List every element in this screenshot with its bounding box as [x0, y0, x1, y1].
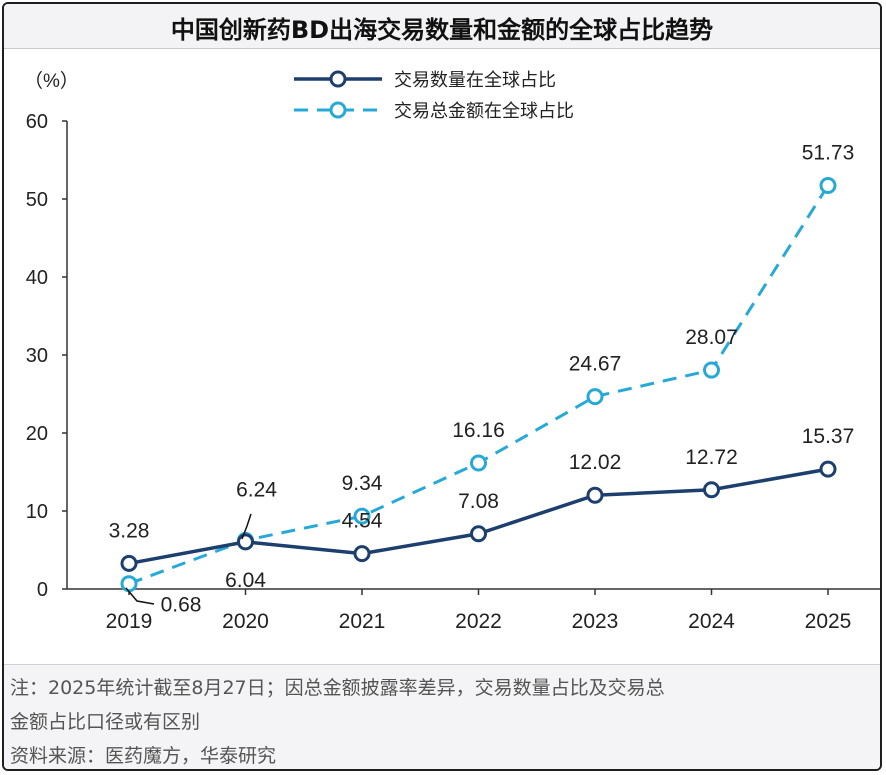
source-line: 资料来源：医药魔方，华泰研究 — [10, 745, 277, 767]
data-label-amount-2021: 9.34 — [342, 472, 383, 495]
y-tick-label: 50 — [26, 189, 48, 211]
data-label-count-2022: 7.08 — [458, 490, 499, 513]
data-label-amount-2025: 51.73 — [802, 142, 855, 165]
marker-amount-2021 — [353, 507, 371, 525]
y-tick-label: 40 — [26, 267, 48, 289]
data-label-count-2019: 3.28 — [109, 519, 150, 542]
marker-count-2021 — [353, 545, 371, 563]
marker-amount-2025 — [819, 177, 837, 195]
marker-amount-2022 — [470, 454, 487, 472]
legend-marker-count — [329, 70, 347, 88]
note-line-1: 注：2025年统计截至8月27日；因总金额披露率差异，交易数量占比及交易总 — [10, 677, 665, 699]
marker-amount-2019 — [120, 575, 138, 593]
footnotes: 注：2025年统计截至8月27日；因总金额披露率差异，交易数量占比及交易总 金额… — [4, 664, 880, 769]
y-tick-label: 20 — [26, 423, 48, 445]
legend-label-count: 交易数量在全球占比 — [394, 70, 556, 90]
y-axis-unit: （%） — [24, 70, 79, 92]
data-label-count-2024: 12.72 — [685, 446, 738, 469]
line-chart: （%） 0 10 20 30 40 50 60 2019 2020 2021 2022 2023 20… — [24, 70, 880, 633]
x-tick-label: 2022 — [455, 610, 502, 633]
y-tick-label: 30 — [26, 345, 48, 367]
leader-line-2020-amount — [241, 513, 252, 540]
x-tick-label: 2025 — [805, 610, 852, 633]
marker-count-2024 — [703, 481, 720, 499]
marker-count-2022 — [470, 525, 487, 543]
data-label-count-2023: 12.02 — [569, 451, 622, 474]
marker-amount-2024 — [703, 361, 720, 379]
marker-count-2025 — [819, 460, 837, 478]
marker-count-2019 — [120, 554, 138, 572]
legend-label-amount: 交易总金额在全球占比 — [394, 101, 574, 121]
note-line-2: 金额占比口径或有区别 — [10, 711, 201, 733]
data-label-amount-2023: 24.67 — [569, 353, 622, 376]
data-label-amount-2020: 6.24 — [236, 478, 277, 501]
marker-count-2023 — [586, 486, 604, 504]
marker-count-2020 — [237, 533, 254, 551]
data-label-amount-2019: 0.68 — [161, 594, 202, 617]
legend: 交易数量在全球占比 交易总金额在全球占比 — [294, 70, 574, 121]
data-label-count-2025: 15.37 — [802, 425, 855, 448]
y-tick-label: 60 — [26, 111, 48, 133]
y-tick-label: 10 — [26, 501, 48, 523]
series-line-count — [128, 467, 829, 566]
data-label-count-2021: 4.54 — [342, 510, 383, 533]
chart-title: 中国创新药BD出海交易数量和金额的全球占比趋势 — [170, 16, 714, 44]
y-tick-label: 0 — [37, 579, 48, 601]
title-bar: 中国创新药BD出海交易数量和金额的全球占比趋势 — [4, 4, 880, 49]
x-tick-label: 2024 — [688, 610, 735, 633]
leader-line-2019-amount — [125, 587, 155, 605]
x-tick-label: 2020 — [222, 610, 269, 633]
series-line-amount — [128, 184, 830, 586]
x-tick-label: 2019 — [106, 610, 153, 633]
data-label-amount-2022: 16.16 — [452, 419, 505, 442]
data-label-amount-2024: 28.07 — [685, 326, 738, 349]
x-tick-label: 2021 — [339, 610, 386, 633]
x-tick-label: 2023 — [572, 610, 619, 633]
data-label-count-2020: 6.04 — [225, 569, 266, 592]
marker-amount-2023 — [586, 388, 604, 406]
legend-marker-amount — [329, 101, 347, 119]
